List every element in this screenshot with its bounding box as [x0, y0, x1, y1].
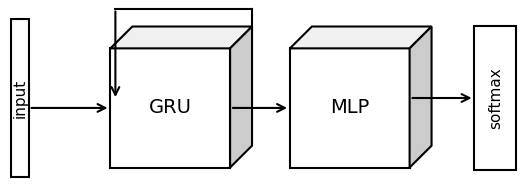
Polygon shape [110, 48, 230, 168]
Polygon shape [11, 19, 29, 177]
Text: GRU: GRU [149, 98, 192, 117]
Polygon shape [474, 25, 516, 171]
Text: input: input [12, 78, 27, 118]
Text: MLP: MLP [330, 98, 369, 117]
Polygon shape [110, 26, 252, 48]
Polygon shape [410, 26, 431, 168]
Polygon shape [230, 26, 252, 168]
Polygon shape [290, 26, 431, 48]
Polygon shape [290, 48, 410, 168]
Text: softmax: softmax [488, 67, 503, 129]
